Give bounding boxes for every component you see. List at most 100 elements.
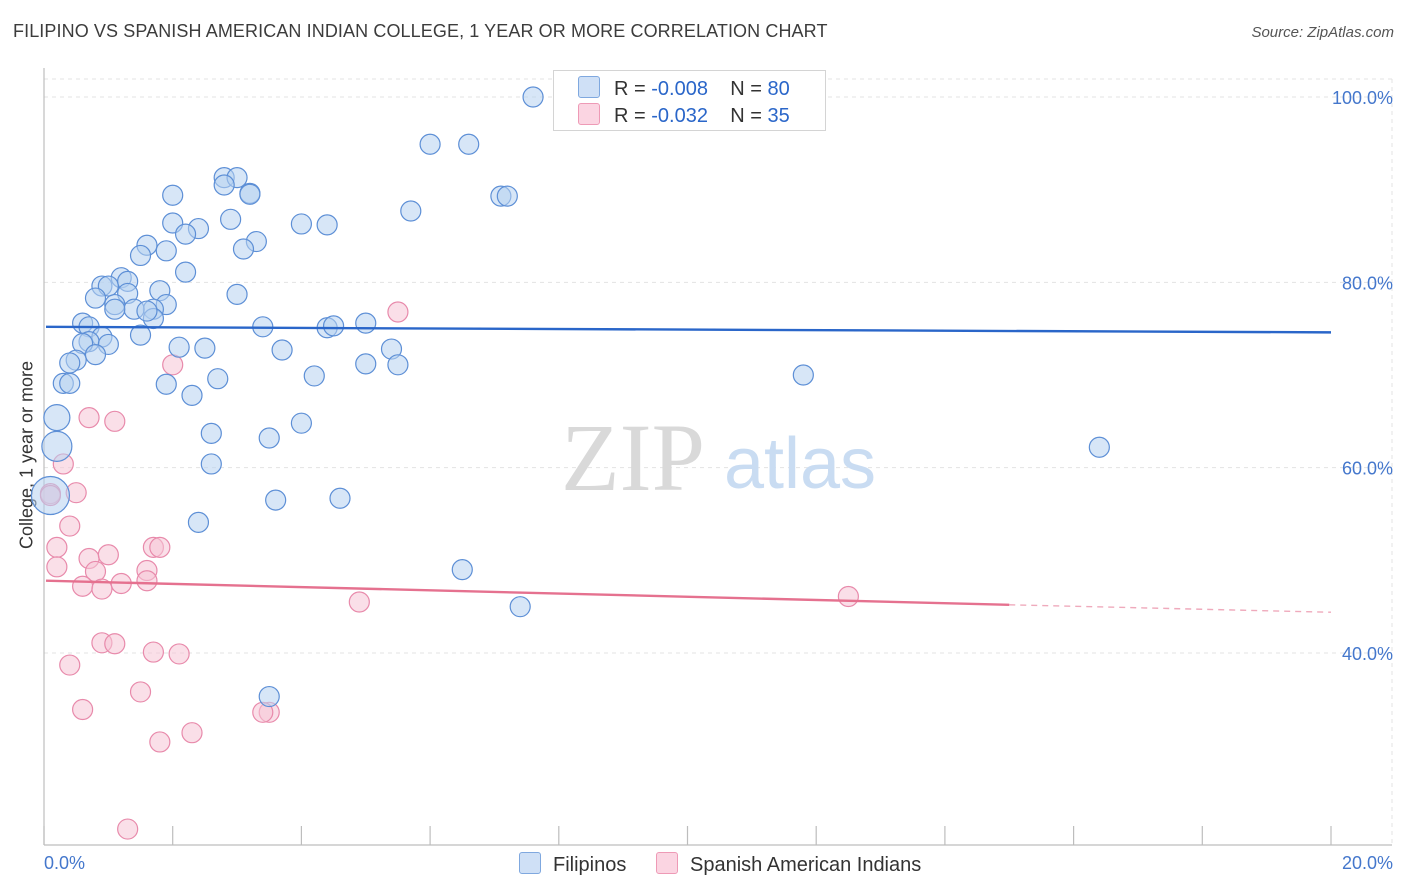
legend-row-spanish: R = -0.032 N = 35	[578, 103, 790, 127]
filipino-point	[329, 487, 351, 509]
legend-swatch-spanish	[578, 103, 600, 125]
filipino-point	[400, 200, 422, 222]
filipino-point	[200, 422, 222, 444]
filipino-point	[162, 184, 184, 206]
filipino-point	[303, 365, 325, 387]
filipino-point	[155, 373, 177, 395]
filipino-point	[181, 384, 203, 406]
filipino-point	[220, 208, 242, 230]
filipino-point	[104, 298, 126, 320]
filipino-point	[316, 214, 338, 236]
legend-n-label: N =	[730, 105, 762, 127]
filipino-point	[458, 133, 480, 155]
spanish-point	[348, 591, 370, 613]
filipino-point	[213, 174, 235, 196]
filipino-point	[174, 223, 197, 245]
filipino-point	[136, 300, 158, 322]
spanish-trend-extension	[1009, 604, 1332, 613]
filipino-point	[187, 511, 210, 533]
filipino-point	[419, 133, 441, 155]
filipino-point	[290, 213, 312, 235]
filipino-point	[522, 86, 544, 108]
filipino-point	[509, 596, 531, 618]
filipino-point	[290, 412, 312, 434]
legend-n-label: N =	[730, 78, 762, 100]
spanish-point	[837, 585, 859, 608]
spanish-point	[149, 731, 171, 753]
spanish-point	[46, 536, 68, 558]
filipino-point	[271, 339, 293, 361]
filipino-point	[41, 430, 73, 462]
filipino-point	[168, 336, 190, 358]
spanish-point	[136, 570, 158, 592]
spanish-trend-line	[45, 579, 1010, 607]
filipino-point	[387, 354, 409, 376]
bottom-legend-label: Spanish American Indians	[690, 854, 922, 876]
filipino-point	[43, 404, 71, 432]
legend-swatch-filipinos	[578, 76, 600, 98]
spanish-point	[59, 654, 81, 676]
source-credit: Source: ZipAtlas.com	[1251, 24, 1394, 41]
filipino-point	[59, 372, 81, 394]
filipino-trend-line	[45, 325, 1332, 334]
spanish-point	[129, 681, 152, 703]
stats-legend: R = -0.008 N = 80 R = -0.032 N = 35	[553, 70, 826, 131]
x-tick-label: 0.0%	[44, 853, 85, 873]
spanish-point	[387, 301, 409, 323]
legend-r-value: -0.008	[651, 78, 708, 100]
filipino-point	[1088, 436, 1110, 458]
filipino-point	[355, 353, 377, 375]
chart-title: FILIPINO VS SPANISH AMERICAN INDIAN COLL…	[13, 21, 828, 41]
y-tick-label: 40.0%	[1342, 644, 1393, 664]
spanish-point	[181, 722, 203, 744]
y-tick-label: 60.0%	[1342, 459, 1393, 479]
filipino-point	[258, 685, 280, 708]
filipino-point	[84, 287, 107, 309]
spanish-point	[149, 536, 171, 558]
filipino-point	[496, 185, 518, 207]
spanish-point	[117, 818, 139, 840]
bottom-legend-label: Filipinos	[553, 854, 627, 876]
bottom-legend-spanish: Spanish American Indians	[656, 852, 921, 877]
spanish-point	[59, 515, 81, 537]
legend-n-value: 35	[767, 105, 790, 127]
filipino-point	[30, 475, 71, 516]
filipino-point	[226, 283, 248, 305]
filipino-point	[239, 183, 261, 205]
watermark: ZIP atlas	[561, 404, 876, 511]
spanish-point	[72, 575, 94, 597]
tick-labels: 40.0% 60.0% 80.0% 100.0% 0.0% 20.0%	[44, 88, 1393, 873]
filipino-point	[207, 368, 229, 390]
filipino-point	[84, 344, 107, 366]
spanish-point	[78, 407, 100, 429]
legend-n-value: 80	[767, 78, 790, 100]
watermark-zip: ZIP	[561, 404, 705, 511]
spanish-point	[91, 578, 113, 600]
filipino-point	[355, 312, 377, 334]
filipino-point	[792, 364, 814, 386]
filipino-point	[129, 244, 152, 267]
legend-row-filipinos: R = -0.008 N = 80	[578, 76, 790, 100]
spanish-point	[72, 698, 94, 721]
spanish-point	[104, 410, 126, 432]
spanish-point	[168, 643, 190, 665]
filipino-point	[155, 240, 177, 262]
spanish-point	[97, 544, 119, 566]
spanish-point	[142, 641, 164, 663]
legend-r-label: R =	[614, 105, 646, 127]
filipino-point	[451, 558, 473, 581]
filipino-point	[200, 453, 222, 475]
trend-lines	[45, 325, 1332, 613]
bottom-swatch-filipinos	[519, 852, 541, 874]
spanish-point	[104, 633, 126, 655]
bottom-swatch-spanish	[656, 852, 678, 874]
x-tick-label: 20.0%	[1342, 853, 1393, 873]
filipino-point	[174, 261, 197, 283]
filipino-point	[265, 489, 287, 511]
filipino-point	[232, 238, 255, 260]
y-tick-label: 80.0%	[1342, 273, 1393, 293]
filipino-point	[258, 427, 280, 449]
bottom-legend-filipinos: Filipinos	[519, 852, 626, 877]
filipino-point	[59, 352, 81, 374]
